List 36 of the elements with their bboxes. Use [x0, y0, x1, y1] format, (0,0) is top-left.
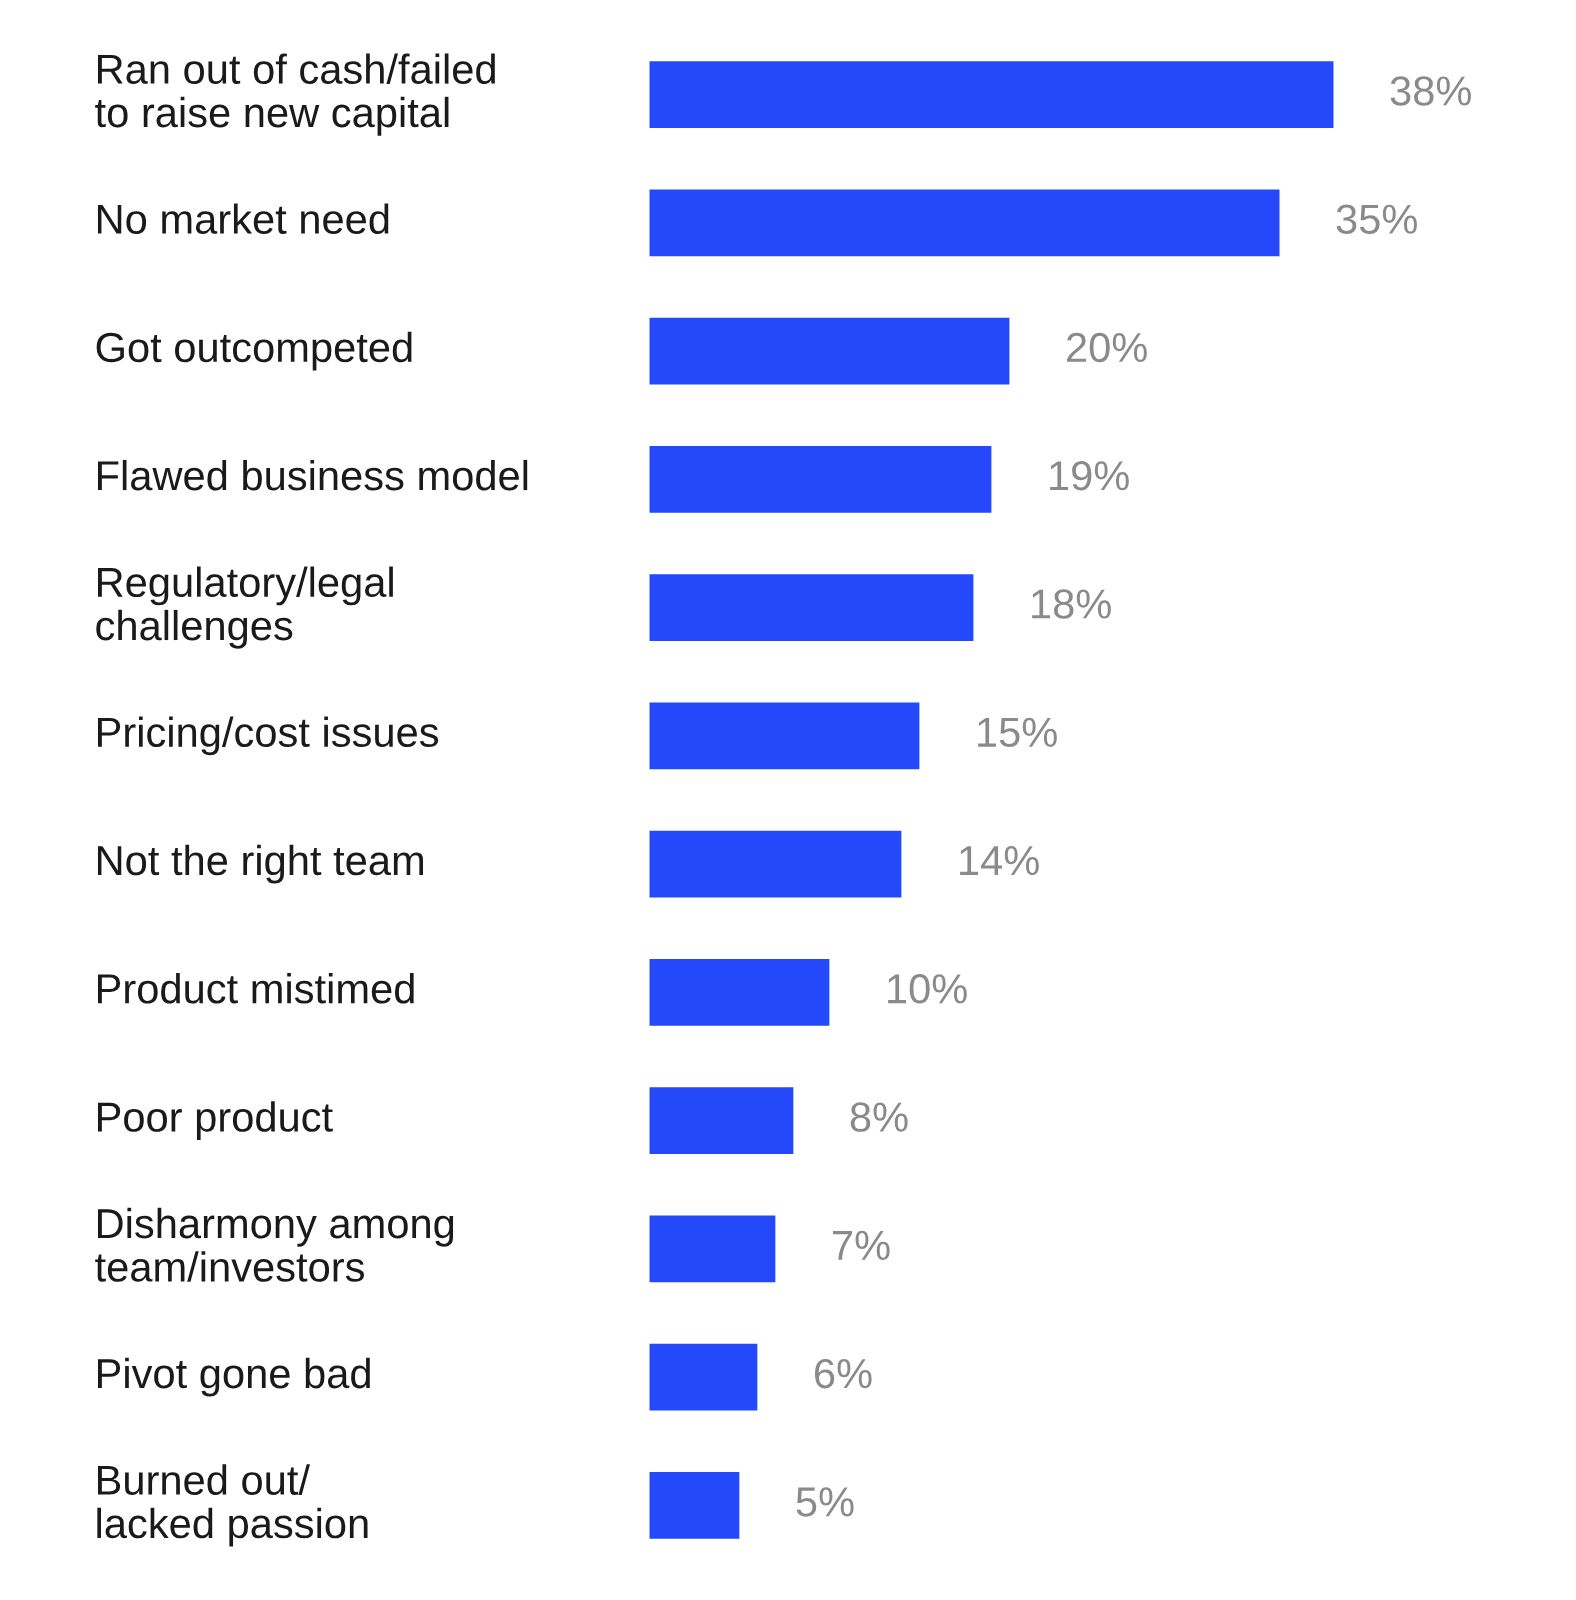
bar	[649, 959, 830, 1026]
y-tick-label: Flawed business model	[97, 459, 528, 491]
y-tick-label: Pivot gone bad	[97, 1357, 370, 1397]
y-tick-label: Got outcompeted	[96, 331, 412, 371]
y-tick-label: Disharmony among team/investors	[95, 1207, 454, 1282]
bar	[649, 445, 992, 513]
data-label: 10%	[888, 974, 967, 1004]
data-label: 8%	[850, 1102, 908, 1132]
y-tick-label: Regulatory/legal challenges	[96, 566, 393, 649]
y-tick-label: Poor product	[97, 1101, 333, 1141]
data-label: 6%	[815, 1358, 872, 1389]
data-label: 18%	[1032, 589, 1111, 619]
data-label: 14%	[960, 846, 1039, 876]
data-label: 19%	[1050, 461, 1129, 491]
y-tick-label: Ran out of cash/failed to raise new capital	[95, 53, 495, 136]
bar	[649, 189, 1280, 257]
bar	[649, 830, 902, 898]
y-tick-label: Product mistimed	[97, 972, 414, 1004]
data-label: 20%	[1067, 332, 1147, 363]
bar	[649, 1472, 740, 1539]
y-tick-label: Burned out/ lacked passion	[97, 1464, 368, 1547]
bar	[649, 61, 1334, 128]
bar	[649, 317, 1010, 385]
y-tick-label: Not the right team	[97, 844, 423, 884]
data-label: 15%	[978, 717, 1057, 748]
data-label: 38%	[1390, 76, 1471, 106]
bar	[649, 1215, 776, 1283]
data-label: 7%	[833, 1230, 890, 1260]
bar	[649, 574, 974, 641]
bar	[649, 702, 920, 770]
data-label: 5%	[796, 1487, 854, 1517]
bar	[649, 1343, 758, 1411]
y-tick-label: No market need	[97, 203, 389, 234]
bar	[649, 1087, 794, 1155]
data-label: 35%	[1336, 204, 1417, 234]
y-tick-label: Pricing/cost issues	[97, 716, 439, 756]
